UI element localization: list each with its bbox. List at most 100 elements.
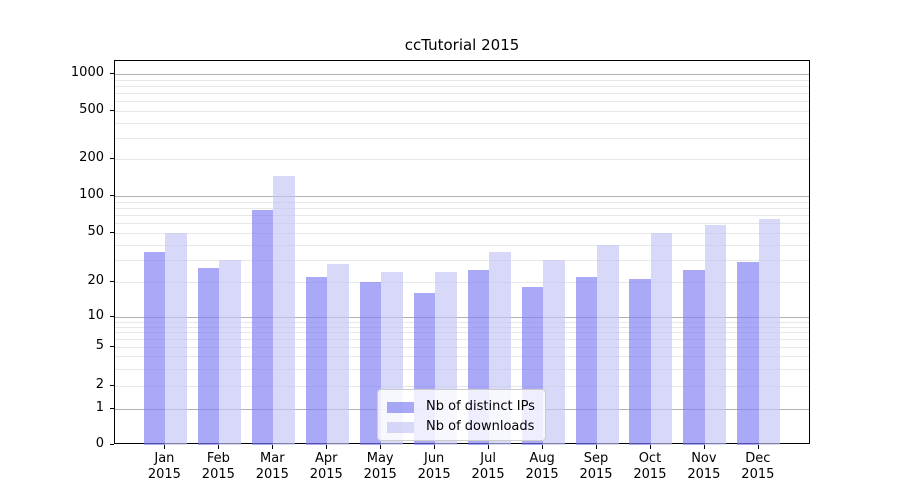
y-tick-label-2: 2 (95, 377, 104, 392)
gridline-minor-400 (115, 122, 809, 124)
y-tick-label-200: 200 (79, 150, 104, 165)
x-tick-label-dec: Dec 2015 (726, 451, 790, 483)
x-tick-label-mar: Mar 2015 (240, 451, 304, 483)
y-tick-label-100: 100 (79, 187, 104, 202)
plot-area (114, 60, 810, 445)
gridline-minor-40 (115, 244, 809, 246)
bar-downloads-dec (758, 218, 781, 445)
x-tick-label-feb: Feb 2015 (186, 451, 250, 483)
y-tick-100 (110, 195, 114, 196)
bar-distinct-ips-may (359, 282, 382, 445)
gridline-minor-500 (115, 111, 809, 112)
y-tick-1000 (110, 73, 114, 74)
gridline-minor-200 (115, 159, 809, 160)
x-tick-nov (703, 445, 705, 449)
gridline-minor-800 (115, 85, 809, 87)
x-tick-month-oct: Oct (638, 451, 662, 466)
gridline-minor-90 (115, 201, 809, 203)
bar-downloads-sep (597, 244, 619, 445)
x-tick-oct (649, 445, 651, 449)
bar-distinct-ips-apr (305, 276, 328, 445)
gridline-minor-30 (115, 260, 809, 262)
gridline-minor-80 (115, 207, 809, 209)
legend-label-distinct-ips: Nb of distinct IPs (426, 399, 535, 414)
x-tick-year-feb: 2015 (201, 467, 235, 482)
gridline-minor-8 (115, 326, 809, 328)
gridline-minor-900 (115, 79, 809, 81)
bar-downloads-oct (650, 233, 673, 445)
x-tick-jan (164, 445, 166, 449)
gridline-minor-20 (115, 282, 809, 283)
x-tick-label-apr: Apr 2015 (294, 451, 358, 483)
x-tick-may (380, 445, 382, 449)
legend-row-downloads: Nb of downloads (378, 417, 545, 437)
y-tick-5 (110, 346, 114, 347)
x-tick-label-aug: Aug 2015 (510, 451, 574, 483)
bar-distinct-ips-oct (629, 279, 651, 445)
x-tick-year-jul: 2015 (471, 467, 505, 482)
legend-label-downloads: Nb of downloads (426, 419, 535, 434)
gridline-minor-4 (115, 356, 809, 358)
bar-downloads-aug (543, 260, 565, 445)
y-tick-200 (110, 158, 114, 159)
x-tick-year-mar: 2015 (255, 467, 289, 482)
x-tick-label-nov: Nov 2015 (672, 451, 736, 483)
x-tick-dec (757, 445, 759, 449)
legend-swatch-distinct-ips (387, 401, 414, 413)
x-tick-year-nov: 2015 (687, 467, 721, 482)
gridline-minor-6 (115, 339, 809, 341)
bar-downloads-mar (273, 176, 295, 445)
gridline-minor-700 (115, 93, 809, 95)
gridline-minor-600 (115, 101, 809, 103)
x-tick-year-jan: 2015 (147, 467, 181, 482)
bar-distinct-ips-sep (575, 276, 597, 445)
x-tick-label-sep: Sep 2015 (564, 451, 628, 483)
x-tick-year-aug: 2015 (525, 467, 559, 482)
x-tick-jul (488, 445, 490, 449)
chart-title: ccTutorial 2015 (404, 36, 520, 54)
x-tick-year-oct: 2015 (633, 467, 667, 482)
x-tick-apr (326, 445, 328, 449)
gridline-minor-9 (115, 321, 809, 323)
x-tick-jun (434, 445, 436, 449)
x-tick-month-dec: Dec (745, 451, 771, 466)
y-tick-label-5: 5 (95, 338, 104, 353)
x-tick-label-may: May 2015 (348, 451, 412, 483)
x-tick-month-may: May (366, 451, 394, 466)
x-tick-label-oct: Oct 2015 (618, 451, 682, 483)
bar-downloads-nov (704, 225, 727, 445)
y-tick-label-0: 0 (95, 436, 104, 451)
gridline-minor-7 (115, 332, 809, 334)
gridline-major-100 (115, 196, 809, 197)
x-tick-mar (272, 445, 274, 449)
legend-swatch-downloads (387, 421, 414, 433)
y-tick-2 (110, 385, 114, 386)
x-tick-aug (542, 445, 544, 449)
x-tick-year-may: 2015 (363, 467, 397, 482)
y-tick-label-500: 500 (79, 102, 104, 117)
y-tick-label-10: 10 (87, 308, 104, 323)
gridline-minor-5 (115, 347, 809, 348)
bar-distinct-ips-nov (683, 270, 705, 445)
gridline-minor-300 (115, 137, 809, 139)
bar-downloads-apr (327, 264, 349, 445)
y-tick-label-1: 1 (95, 400, 104, 415)
x-tick-label-jun: Jun 2015 (402, 451, 466, 483)
y-tick-10 (110, 316, 114, 317)
x-tick-month-nov: Nov (691, 451, 717, 466)
x-tick-month-jul: Jul (480, 451, 496, 466)
bar-downloads-feb (219, 260, 241, 445)
x-tick-month-sep: Sep (583, 451, 609, 466)
x-tick-label-jan: Jan 2015 (132, 451, 196, 483)
gridline-minor-50 (115, 233, 809, 234)
bar-distinct-ips-feb (197, 267, 220, 445)
gridline-major-1000 (115, 74, 809, 75)
x-tick-month-apr: Apr (315, 451, 338, 466)
legend: Nb of distinct IPs Nb of downloads (377, 389, 546, 441)
y-tick-20 (110, 281, 114, 282)
x-tick-year-jun: 2015 (417, 467, 451, 482)
x-tick-month-mar: Mar (260, 451, 285, 466)
x-tick-year-dec: 2015 (741, 467, 775, 482)
gridline-minor-2 (115, 386, 809, 387)
